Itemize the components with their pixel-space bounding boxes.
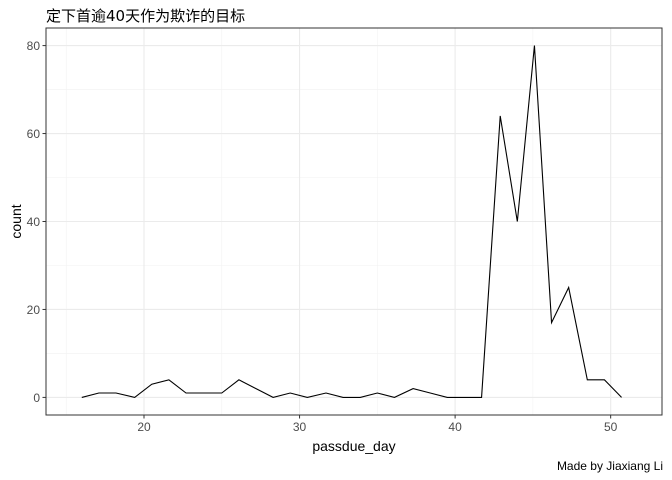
y-tick-label: 20	[27, 303, 41, 317]
chart-caption: Made by Jiaxiang Li	[557, 459, 663, 473]
y-tick-label: 80	[27, 39, 41, 53]
y-axis-ticks: 0 20 40 60 80	[27, 39, 46, 405]
x-axis-ticks: 20 30 40 50	[137, 415, 618, 434]
x-tick-label: 50	[604, 420, 618, 434]
y-tick-label: 60	[27, 127, 41, 141]
x-tick-label: 40	[448, 420, 462, 434]
series-line	[81, 45, 622, 399]
y-tick-label: 0	[33, 391, 40, 405]
y-axis-title: count	[8, 204, 24, 238]
x-axis-title: passdue_day	[312, 438, 395, 454]
y-tick-label: 40	[27, 215, 41, 229]
chart-title: 定下首逾40天作为欺诈的目标	[46, 7, 245, 25]
major-gridlines	[46, 28, 662, 415]
x-tick-label: 20	[137, 420, 151, 434]
x-tick-label: 30	[293, 420, 307, 434]
